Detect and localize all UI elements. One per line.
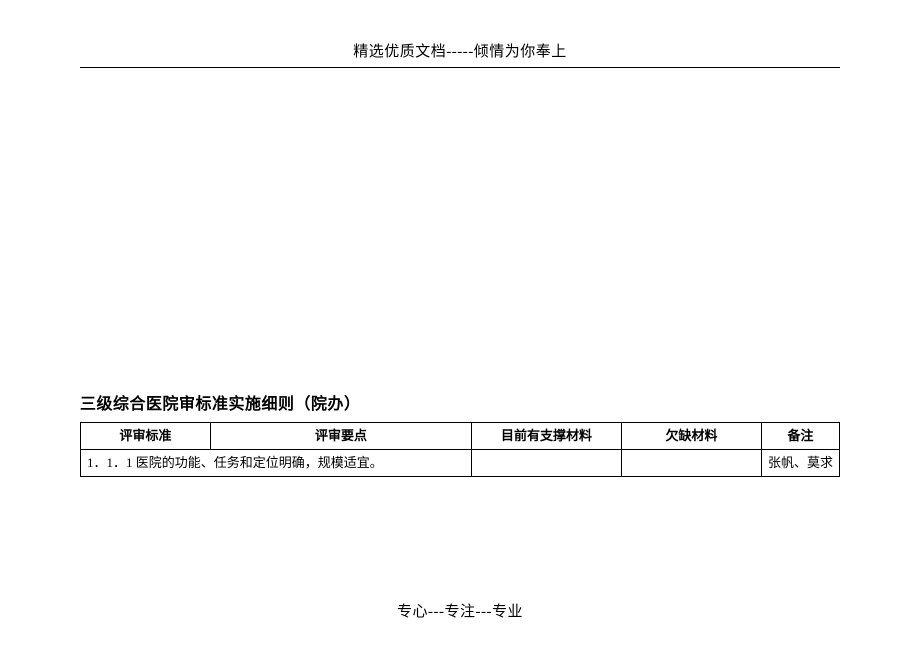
page-footer: 专心---专注---专业 (80, 600, 840, 621)
header-text: 精选优质文档-----倾情为你奉上 (80, 40, 840, 67)
cell-support (472, 450, 622, 477)
document-title: 三级综合医院审标准实施细则（院办） (80, 390, 840, 414)
footer-text: 专心---专注---专业 (397, 604, 523, 620)
review-table: 评审标准 评审要点 目前有支撑材料 欠缺材料 备注 1．1．1 医院的功能、任务… (80, 422, 840, 477)
col-header-remark: 备注 (762, 423, 840, 450)
page: 精选优质文档-----倾情为你奉上 三级综合医院审标准实施细则（院办） 评审标准… (0, 0, 920, 651)
content-area: 三级综合医院审标准实施细则（院办） 评审标准 评审要点 目前有支撑材料 欠缺材料… (80, 390, 840, 477)
col-header-missing: 欠缺材料 (622, 423, 762, 450)
page-header: 精选优质文档-----倾情为你奉上 (80, 40, 840, 68)
cell-remark: 张帆、莫求 (762, 450, 840, 477)
table-row: 1．1．1 医院的功能、任务和定位明确，规模适宜。 张帆、莫求 (81, 450, 840, 477)
cell-std-points: 1．1．1 医院的功能、任务和定位明确，规模适宜。 (81, 450, 472, 477)
header-rule (80, 67, 840, 68)
col-header-points: 评审要点 (211, 423, 472, 450)
col-header-support: 目前有支撑材料 (472, 423, 622, 450)
table-header-row: 评审标准 评审要点 目前有支撑材料 欠缺材料 备注 (81, 423, 840, 450)
cell-missing (622, 450, 762, 477)
col-header-standard: 评审标准 (81, 423, 211, 450)
